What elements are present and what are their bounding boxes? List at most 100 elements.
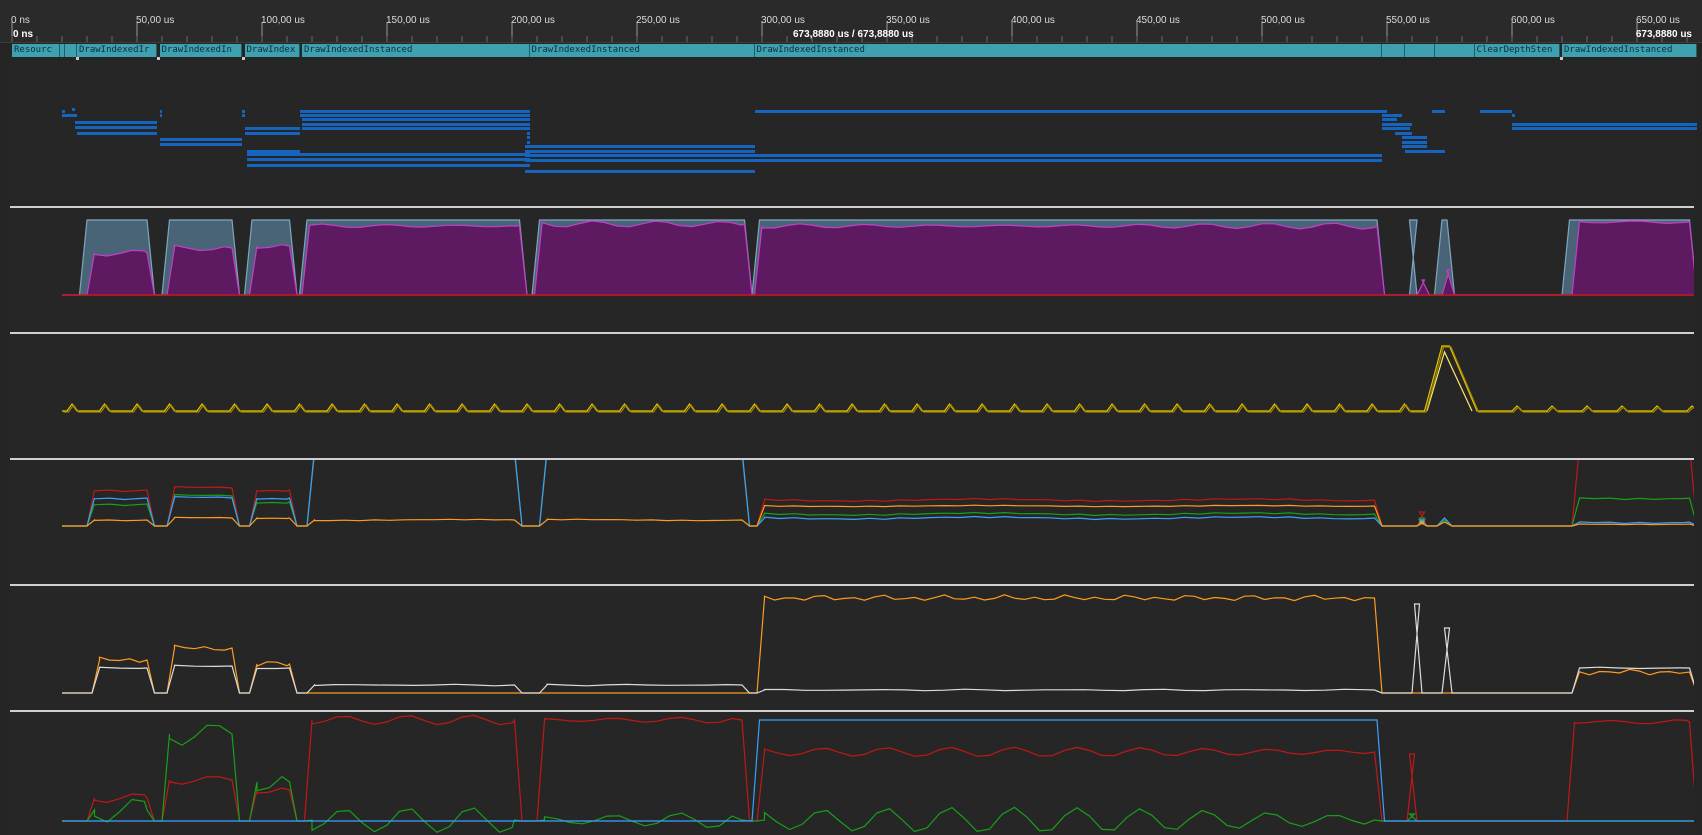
resource-bar[interactable]	[244, 127, 300, 130]
counter-1-line	[62, 345, 1694, 412]
resource-bar[interactable]	[1402, 145, 1427, 148]
resource-bar[interactable]	[1409, 150, 1445, 153]
resource-bar[interactable]	[299, 110, 530, 113]
ruler-tick-label: 650,00 us	[1636, 15, 1680, 26]
occupancy-front-outline	[62, 220, 1694, 296]
resource-bar[interactable]	[159, 114, 162, 117]
resource-bar[interactable]	[77, 132, 157, 135]
range-end-label: 673,8880 us	[1635, 29, 1692, 40]
counter-panel-2[interactable]	[10, 460, 1694, 584]
event-block[interactable]: DrawIndexedInstanced	[302, 44, 530, 57]
counter-2-line	[62, 460, 1694, 527]
counter-2-line	[62, 460, 1694, 527]
event-block[interactable]: DrawIndexedIr	[77, 44, 157, 57]
ruler-ticks	[11, 22, 1688, 42]
resource-bar[interactable]	[1394, 132, 1412, 135]
resource-bar[interactable]	[62, 110, 65, 113]
occupancy-area-chart	[62, 219, 1694, 296]
resource-bar[interactable]	[1382, 123, 1412, 126]
resource-bar[interactable]	[524, 159, 1382, 162]
ruler-tick-label: 100,00 us	[261, 15, 305, 26]
ruler-tick-label: 0 ns	[11, 15, 30, 26]
event-block[interactable]	[59, 44, 65, 57]
ruler-tick-label: 50,00 us	[136, 15, 175, 26]
resource-bar[interactable]	[159, 110, 162, 113]
event-block[interactable]	[64, 44, 77, 57]
resource-bar[interactable]	[72, 108, 75, 111]
resource-bar[interactable]	[527, 136, 530, 139]
event-block[interactable]: Resourc	[12, 44, 60, 57]
ruler-tick-label: 400,00 us	[1011, 15, 1055, 26]
resource-bar[interactable]	[302, 127, 530, 130]
event-block[interactable]	[1434, 44, 1475, 57]
ruler-tick-label: 250,00 us	[636, 15, 680, 26]
ruler-tick-label: 450,00 us	[1136, 15, 1180, 26]
resource-bar[interactable]	[524, 154, 1382, 157]
resource-bar[interactable]	[527, 141, 530, 144]
resource-bar[interactable]	[1382, 118, 1397, 121]
resource-bar[interactable]	[247, 153, 530, 156]
resource-bar[interactable]	[74, 126, 157, 129]
panel-divider	[10, 206, 1694, 208]
occupancy-panel[interactable]	[10, 208, 1694, 332]
resource-bar[interactable]	[302, 123, 530, 126]
resource-bar[interactable]	[524, 150, 755, 153]
counter-panel-4[interactable]	[10, 712, 1694, 835]
resource-bar[interactable]	[524, 170, 755, 173]
counter-2-line	[62, 460, 1694, 527]
resource-bars-panel[interactable]	[10, 60, 1697, 206]
resource-bar[interactable]	[1432, 110, 1445, 113]
resource-bar[interactable]	[159, 143, 242, 146]
counter-3-line	[62, 594, 1694, 694]
event-block[interactable]: DrawIndex	[244, 44, 300, 57]
resource-bar[interactable]	[247, 150, 300, 153]
resource-bar[interactable]	[1479, 110, 1512, 113]
panel-divider	[10, 710, 1694, 712]
ruler-tick-label: 500,00 us	[1261, 15, 1305, 26]
ruler-tick-label: 600,00 us	[1511, 15, 1555, 26]
resource-bar[interactable]	[247, 158, 530, 161]
resource-bar[interactable]	[299, 114, 530, 117]
counter-chart-1	[62, 345, 1694, 413]
event-block[interactable]: DrawIndexedInstanced	[1562, 44, 1697, 57]
event-block[interactable]: DrawIndexedIn	[159, 44, 242, 57]
event-block[interactable]: ClearDepthSten	[1474, 44, 1560, 57]
event-block[interactable]: DrawIndexedInstanced	[529, 44, 755, 57]
time-ruler[interactable]: 0 ns 50,00 us 100,00 us 150,00 us 200,00 us 2…	[0, 0, 1702, 43]
occupancy-front-area	[62, 220, 1694, 296]
resource-bar[interactable]	[242, 110, 245, 113]
resource-bar[interactable]	[527, 132, 530, 135]
resource-bar[interactable]	[524, 145, 755, 148]
resource-bar[interactable]	[1402, 136, 1427, 139]
resource-bar[interactable]	[242, 114, 245, 117]
resource-bar[interactable]	[1382, 114, 1402, 117]
resource-bar[interactable]	[247, 164, 530, 167]
range-center-label: 673,8880 us / 673,8880 us	[793, 29, 914, 40]
resource-bar[interactable]	[159, 138, 242, 141]
resource-bar[interactable]	[1512, 127, 1697, 130]
counter-2-line	[62, 504, 1694, 527]
resource-bar[interactable]	[1512, 114, 1515, 117]
event-block[interactable]	[1404, 44, 1435, 57]
counter-4-line	[62, 714, 1694, 822]
resource-bar[interactable]	[62, 114, 77, 117]
resource-bar[interactable]	[754, 110, 1387, 113]
counter-panel-3[interactable]	[10, 586, 1694, 710]
counter-1-line	[1426, 350, 1473, 412]
event-track[interactable]: Resourc DrawIndexedIr DrawIndexedIn DrawInd…	[10, 44, 1697, 57]
event-block[interactable]	[1382, 44, 1405, 57]
counter-3-line	[62, 603, 1694, 694]
resource-bar[interactable]	[302, 118, 530, 121]
ruler-tick-label: 300,00 us	[761, 15, 805, 26]
panel-divider	[10, 458, 1694, 460]
resource-bar[interactable]	[244, 132, 300, 135]
resource-bar[interactable]	[1512, 123, 1697, 126]
counter-chart-3	[62, 594, 1694, 694]
counter-4-line	[62, 719, 1694, 822]
resource-bar[interactable]	[1402, 141, 1427, 144]
resource-bar[interactable]	[1382, 127, 1410, 130]
counter-panel-1[interactable]	[10, 334, 1694, 458]
event-block[interactable]: DrawIndexedInstanced	[754, 44, 1382, 57]
ruler-tick-label: 150,00 us	[386, 15, 430, 26]
resource-bar[interactable]	[74, 121, 157, 124]
